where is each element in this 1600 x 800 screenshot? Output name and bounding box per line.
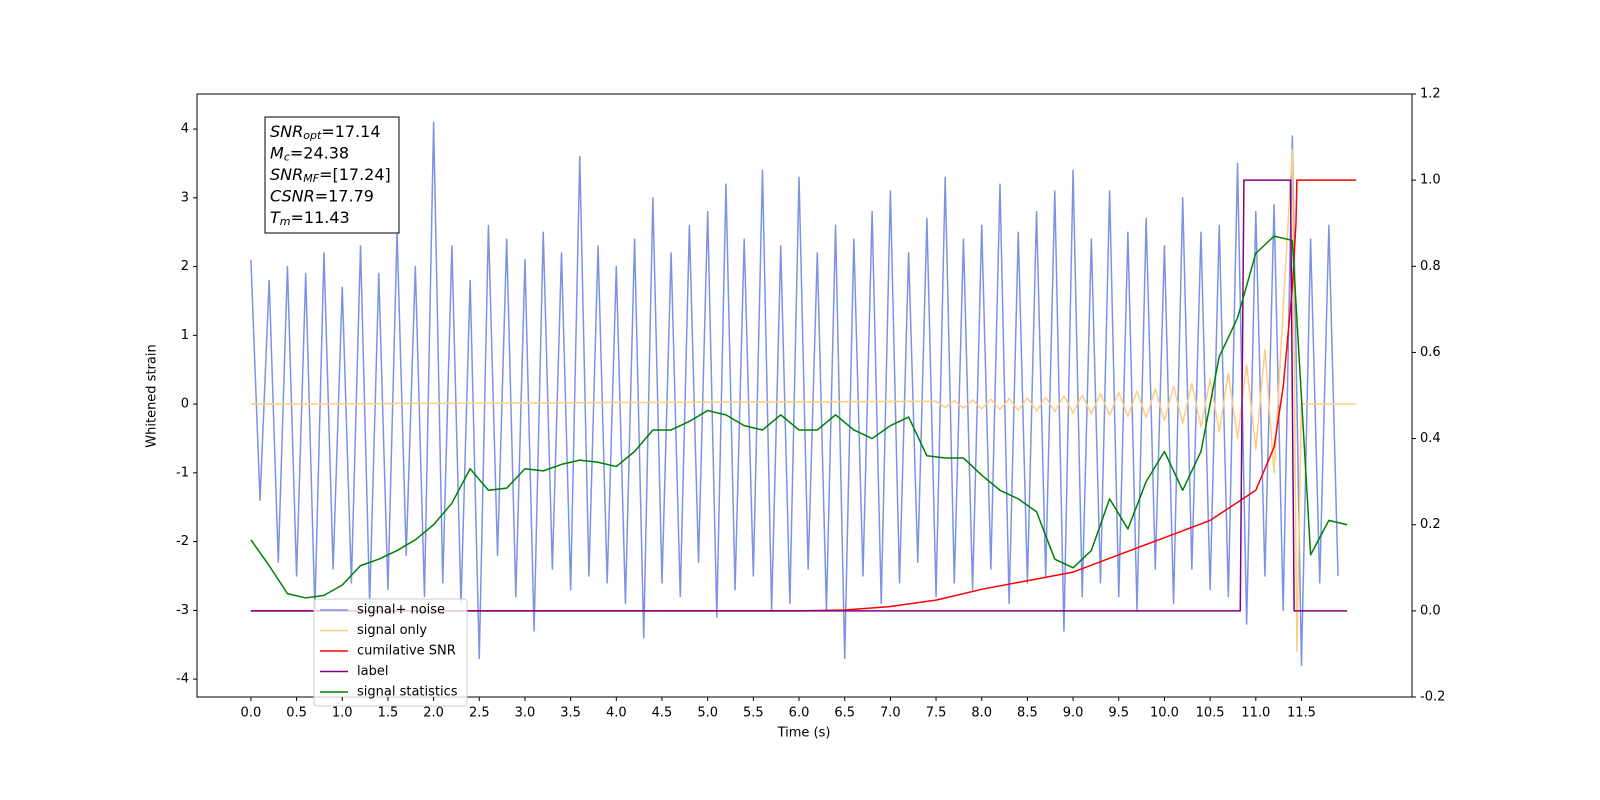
x-axis-label: Time (s) (777, 726, 831, 741)
legend: signal+ noise signal only cumilative SNR la… (313, 598, 468, 707)
axes-frame (196, 93, 1413, 698)
annotation-symbol: CSNR (270, 186, 315, 205)
annotation-line: Mc=24.38 (270, 143, 349, 164)
annotation-value: =17.79 (315, 186, 374, 205)
x-tick-label: 2.0 (423, 706, 444, 721)
series-line (250, 148, 1357, 653)
x-tick-label: 0.5 (286, 706, 307, 721)
x-tick-label: 1.0 (332, 706, 353, 721)
annotation-value: =11.43 (291, 208, 350, 227)
annotation-line: SNRopt=17.14 (270, 122, 381, 143)
annotation-value: =17.14 (321, 122, 380, 141)
x-tick-label: 3.0 (515, 706, 536, 721)
legend-label: signal statistics (357, 685, 458, 700)
y-tick-label: -4 (176, 672, 189, 687)
y2-tick-label: 0.2 (1420, 517, 1441, 532)
series-line (250, 179, 1348, 612)
annotation-line: Tm=11.43 (270, 208, 350, 229)
annotation-subscript: c (284, 151, 290, 164)
y2-tick-label: 1.0 (1420, 173, 1441, 188)
plot-area (250, 121, 1357, 667)
x-tick-label: 2.5 (469, 706, 490, 721)
annotation-symbol: SNR (270, 165, 303, 184)
series-line (250, 235, 1348, 599)
annotation-subscript: MF (303, 172, 319, 185)
y-tick-label: 2 (181, 259, 189, 274)
x-tick-label: 6.5 (834, 706, 855, 721)
x-tick-label: 9.0 (1063, 706, 1084, 721)
y2-tick-label: 0.4 (1420, 431, 1441, 446)
annotation-symbol: M (270, 143, 284, 162)
y-tick-label: -1 (176, 465, 189, 480)
y-tick-label: 4 (181, 122, 189, 137)
y2-tick-label: 0.6 (1420, 345, 1441, 360)
y2-tick-label: 1.2 (1420, 87, 1441, 102)
x-tick-label: 6.0 (789, 706, 810, 721)
series-line (250, 121, 1339, 667)
legend-frame (313, 598, 468, 707)
x-tick-label: 4.0 (606, 706, 627, 721)
x-tick-label: 3.5 (560, 706, 581, 721)
x-tick-label: 1.5 (378, 706, 399, 721)
y2-tick-label: 0.0 (1420, 603, 1441, 618)
annotation-line: SNRMF=[17.24] (270, 165, 391, 186)
x-tick-label: 5.5 (743, 706, 764, 721)
x-tick-label: 10.5 (1196, 706, 1225, 721)
y-tick-label: 0 (181, 397, 189, 412)
x-tick-label: 8.5 (1017, 706, 1038, 721)
x-tick-label: 4.5 (652, 706, 673, 721)
x-tick-label: 8.0 (971, 706, 992, 721)
x-tick-label: 9.5 (1108, 706, 1129, 721)
annotation-symbol: T (270, 208, 281, 227)
y2-tick-label: -0.2 (1420, 690, 1445, 705)
x-tick-label: 5.0 (697, 706, 718, 721)
annotation-subscript: opt (303, 129, 322, 142)
y2-tick-label: 0.8 (1420, 259, 1441, 274)
annotation-value: =24.38 (290, 143, 349, 162)
x-tick-label: 0.0 (241, 706, 262, 721)
y-tick-label: -2 (176, 534, 189, 549)
annotation-subscript: m (280, 215, 291, 228)
x-tick-label: 7.0 (880, 706, 901, 721)
annotation-symbol: SNR (270, 122, 303, 141)
annotation-line: CSNR=17.79 (270, 186, 374, 205)
series-line (250, 179, 1357, 612)
y-tick-label: -3 (176, 603, 189, 618)
annotation-value: =[17.24] (319, 165, 391, 184)
x-tick-label: 11.0 (1241, 706, 1270, 721)
legend-label: signal only (357, 623, 427, 638)
annotation-box: SNRopt=17.14Mc=24.38SNRMF=[17.24]CSNR=17… (264, 116, 400, 234)
legend-label: label (357, 664, 388, 679)
x-tick-label: 10.0 (1150, 706, 1179, 721)
annotation-frame (264, 116, 400, 234)
x-tick-label: 11.5 (1287, 706, 1316, 721)
y-tick-label: 3 (181, 190, 189, 205)
legend-label: signal+ noise (357, 603, 445, 618)
y-axis-label: Whitened strain (145, 344, 160, 447)
x-tick-label: 7.5 (926, 706, 947, 721)
y-tick-label: 1 (181, 328, 189, 343)
legend-label: cumilative SNR (357, 644, 456, 659)
